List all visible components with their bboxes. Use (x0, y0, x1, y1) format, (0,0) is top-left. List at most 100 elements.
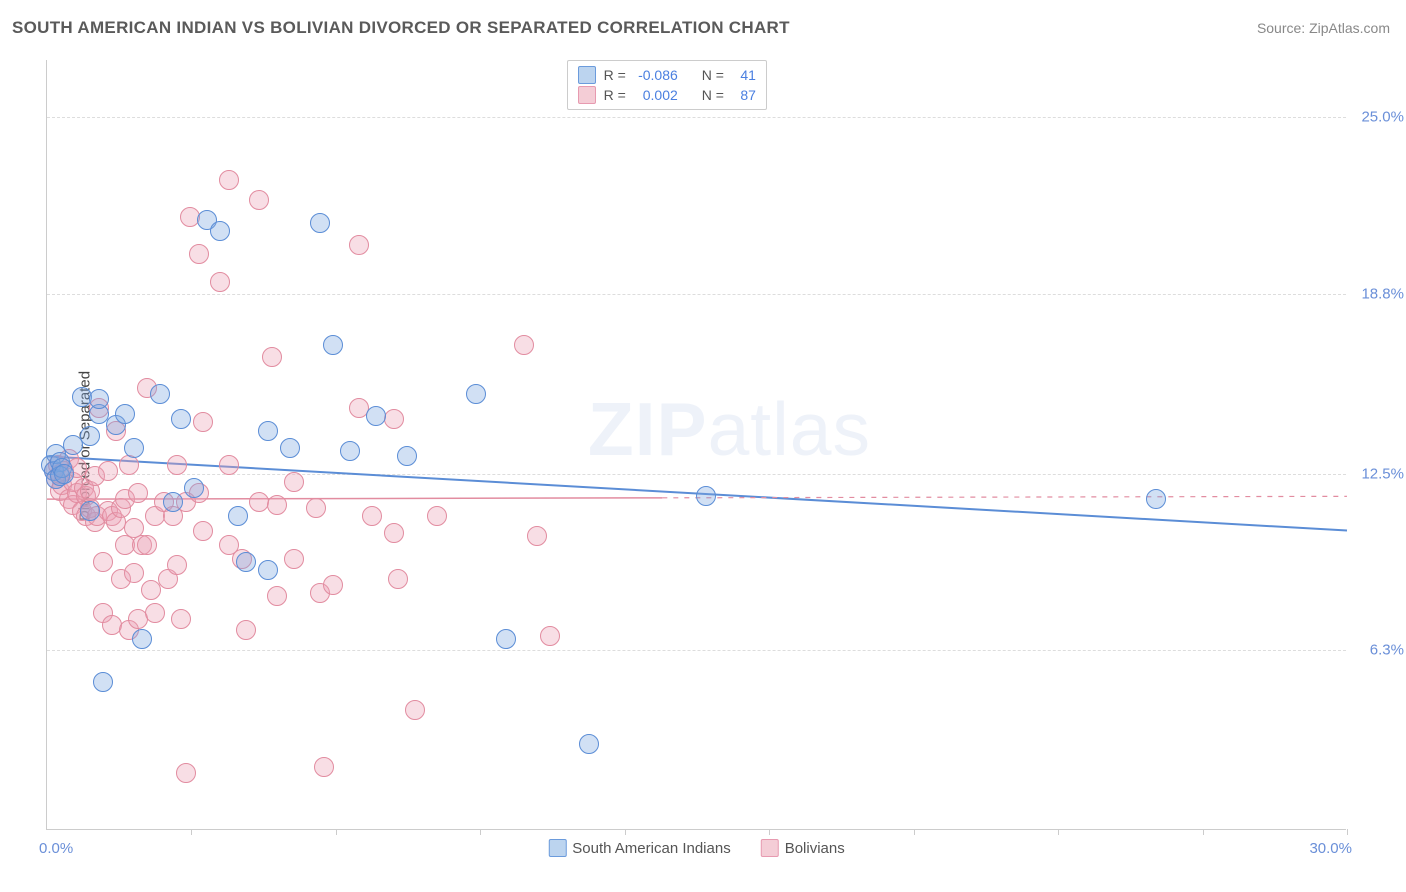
legend-series-label-1: Bolivians (785, 840, 845, 857)
trend-lines (47, 60, 1347, 830)
scatter-point (119, 455, 139, 475)
watermark: ZIPatlas (588, 386, 871, 472)
legend-n-value-0: 41 (732, 67, 756, 83)
scatter-point (193, 521, 213, 541)
scatter-point (1146, 489, 1166, 509)
scatter-point (141, 580, 161, 600)
scatter-point (366, 406, 386, 426)
legend-swatch-0 (578, 66, 596, 84)
scatter-point (132, 629, 152, 649)
scatter-point (306, 498, 326, 518)
legend-r-label: R = (604, 67, 626, 83)
legend-n-label: N = (702, 67, 724, 83)
scatter-point (145, 603, 165, 623)
source-label: Source: ZipAtlas.com (1257, 20, 1390, 36)
scatter-point (310, 213, 330, 233)
scatter-point (323, 575, 343, 595)
scatter-point (236, 620, 256, 640)
chart-title: SOUTH AMERICAN INDIAN VS BOLIVIAN DIVORC… (12, 18, 790, 38)
scatter-point (579, 734, 599, 754)
scatter-point (362, 506, 382, 526)
legend-series-item: Bolivians (761, 839, 845, 857)
scatter-point (167, 455, 187, 475)
scatter-point (405, 700, 425, 720)
scatter-point (171, 609, 191, 629)
legend-series: South American Indians Bolivians (548, 839, 844, 857)
y-tick-label: 18.8% (1361, 285, 1404, 302)
scatter-point (80, 501, 100, 521)
legend-n-label: N = (702, 87, 724, 103)
gridline (47, 294, 1346, 295)
y-tick-label: 6.3% (1370, 642, 1404, 659)
scatter-point (384, 523, 404, 543)
scatter-point (189, 244, 209, 264)
scatter-point (397, 446, 417, 466)
scatter-point (93, 672, 113, 692)
chart-container: SOUTH AMERICAN INDIAN VS BOLIVIAN DIVORC… (0, 0, 1406, 892)
scatter-point (210, 272, 230, 292)
scatter-point (137, 535, 157, 555)
x-tick (1347, 829, 1348, 835)
scatter-point (527, 526, 547, 546)
scatter-point (262, 347, 282, 367)
x-axis-max-label: 30.0% (1309, 840, 1352, 857)
scatter-point (176, 763, 196, 783)
scatter-point (340, 441, 360, 461)
x-tick (914, 829, 915, 835)
scatter-point (98, 461, 118, 481)
scatter-point (219, 455, 239, 475)
scatter-point (228, 506, 248, 526)
legend-series-label-0: South American Indians (572, 840, 730, 857)
scatter-point (219, 170, 239, 190)
scatter-point (258, 560, 278, 580)
legend-stats-row: R = -0.086 N = 41 (578, 65, 756, 85)
scatter-point (249, 190, 269, 210)
gridline (47, 474, 1346, 475)
scatter-point (167, 555, 187, 575)
legend-swatch-b1 (761, 839, 779, 857)
scatter-point (314, 757, 334, 777)
scatter-point (184, 478, 204, 498)
scatter-point (124, 563, 144, 583)
scatter-point (163, 492, 183, 512)
scatter-point (93, 552, 113, 572)
scatter-point (210, 221, 230, 241)
x-tick (480, 829, 481, 835)
scatter-point (696, 486, 716, 506)
scatter-point (284, 472, 304, 492)
scatter-point (124, 438, 144, 458)
scatter-point (427, 506, 447, 526)
x-tick (1203, 829, 1204, 835)
legend-series-item: South American Indians (548, 839, 730, 857)
legend-stats-row: R = 0.002 N = 87 (578, 85, 756, 105)
y-tick-label: 12.5% (1361, 465, 1404, 482)
x-tick (191, 829, 192, 835)
scatter-point (128, 483, 148, 503)
scatter-point (384, 409, 404, 429)
scatter-point (267, 495, 287, 515)
scatter-point (284, 549, 304, 569)
x-tick (625, 829, 626, 835)
y-tick-label: 25.0% (1361, 109, 1404, 126)
scatter-point (388, 569, 408, 589)
scatter-point (466, 384, 486, 404)
scatter-point (236, 552, 256, 572)
legend-r-value-1: 0.002 (634, 87, 678, 103)
scatter-point (54, 464, 74, 484)
scatter-point (89, 389, 109, 409)
legend-swatch-b0 (548, 839, 566, 857)
plot-area: ZIPatlas R = -0.086 N = 41 R = 0.002 N =… (46, 60, 1346, 830)
scatter-point (514, 335, 534, 355)
scatter-point (540, 626, 560, 646)
scatter-point (323, 335, 343, 355)
scatter-point (349, 235, 369, 255)
gridline (47, 117, 1346, 118)
scatter-point (193, 412, 213, 432)
legend-r-label: R = (604, 87, 626, 103)
scatter-point (171, 409, 191, 429)
legend-r-value-0: -0.086 (634, 67, 678, 83)
scatter-point (150, 384, 170, 404)
legend-n-value-1: 87 (732, 87, 756, 103)
gridline (47, 650, 1346, 651)
x-tick (1058, 829, 1059, 835)
